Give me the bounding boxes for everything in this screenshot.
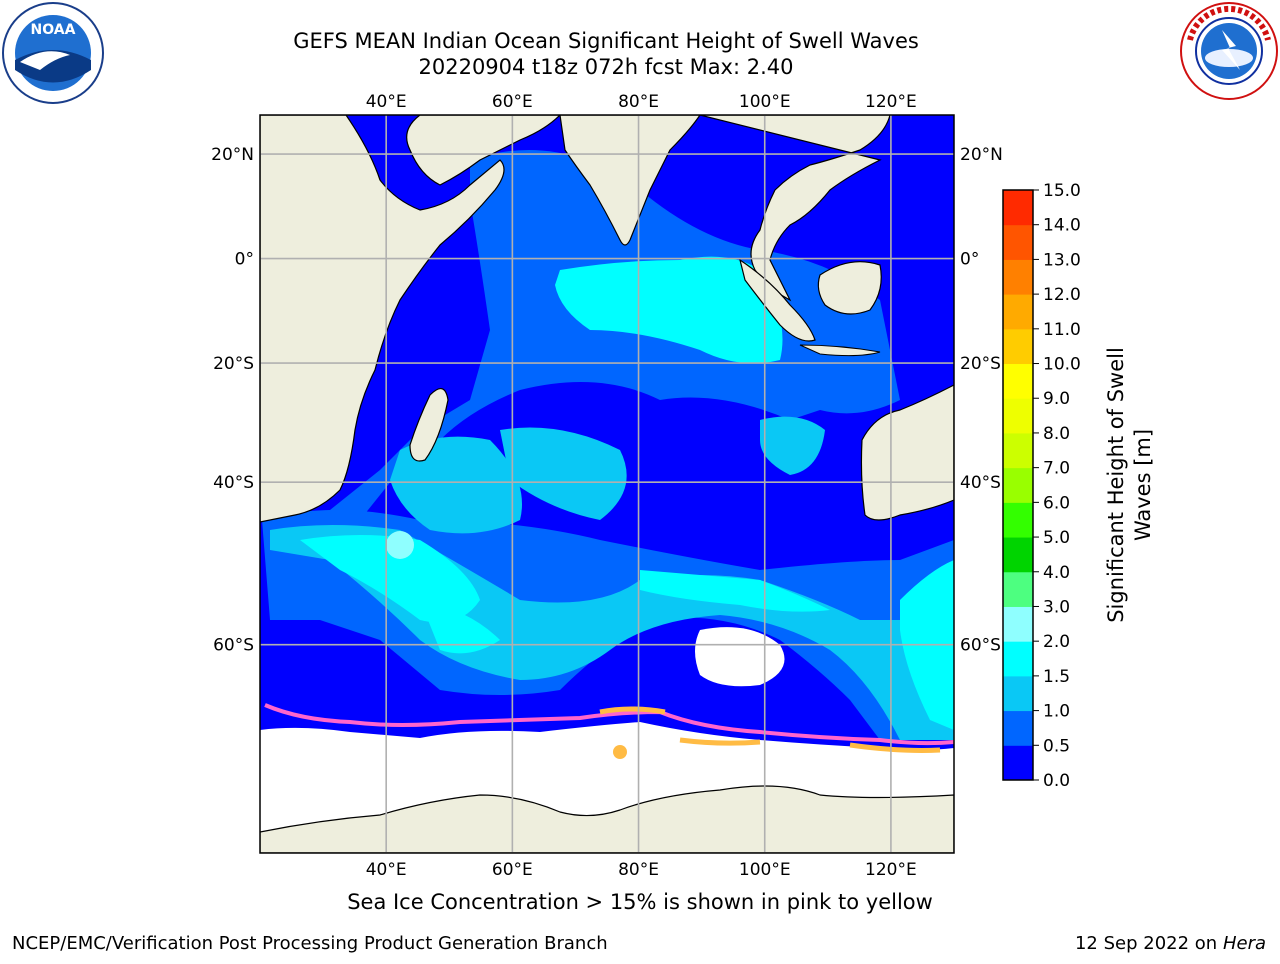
ice-patch-south: [695, 627, 785, 687]
lon-label-bottom: 40°E: [366, 860, 407, 880]
lat-label-right: 60°S: [960, 636, 1001, 656]
colorbar-tick-label: 0.0: [1043, 771, 1070, 791]
colorbar-swatch: [1003, 745, 1033, 781]
colorbar-label-line1: Significant Height of Swell: [1104, 347, 1128, 623]
colorbar-tick-label: 1.0: [1043, 702, 1070, 722]
colorbar-tick-label: 15.0: [1043, 181, 1081, 201]
colorbar-tick-label: 10.0: [1043, 355, 1081, 375]
colorbar-swatch: [1003, 606, 1033, 642]
colorbar-swatch: [1003, 190, 1033, 226]
sea-ice-patch: [613, 745, 627, 759]
lon-label-top: 80°E: [618, 92, 659, 112]
swell-contour-1.0-central: [500, 427, 627, 520]
colorbar-swatch: [1003, 675, 1033, 712]
footer-credit: NCEP/EMC/Verification Post Processing Pr…: [12, 933, 608, 954]
colorbar-frame: [1002, 189, 1034, 781]
colorbar-tick-label: 7.0: [1043, 459, 1070, 479]
colorbar-swatch: [1003, 432, 1033, 469]
lat-label-right: 20°N: [960, 145, 1003, 165]
colorbar-tick-label: 0.5: [1043, 736, 1070, 756]
land-sumatra: [739, 258, 816, 342]
lat-label-left: 20°N: [211, 145, 254, 165]
colorbar-tick-label: 8.0: [1043, 424, 1070, 444]
footer-host: Hera: [1222, 933, 1266, 954]
swell-contour-0.5: [262, 150, 900, 560]
lat-label-left: 40°S: [213, 473, 254, 493]
colorbar-tick-label: 11.0: [1043, 320, 1081, 340]
swell-contour-1.5-sw: [300, 535, 480, 623]
colorbar-tick-label: 2.0: [1043, 632, 1070, 652]
nws-logo: [1180, 2, 1278, 100]
colorbar-tick-label: 3.0: [1043, 597, 1070, 617]
colorbar: 0.0 0.5 1.0 1.5 2.0 3.0 4.0 5.0 6.0 7.0 8.0 9.0 10.0…: [1002, 181, 1081, 791]
lon-label-bottom: 100°E: [739, 860, 791, 880]
land-southeast-asia: [699, 115, 891, 302]
colorbar-swatch: [1003, 537, 1033, 573]
sea-ice-edge: [264, 703, 954, 746]
colorbar-swatch: [1003, 571, 1033, 607]
lat-label-left: 20°S: [213, 354, 254, 374]
colorbar-swatch: [1003, 641, 1033, 677]
lat-label-right: 40°S: [960, 473, 1001, 493]
colorbar-swatch: [1003, 398, 1033, 434]
colorbar-swatch: [1003, 259, 1033, 295]
footer-date: 12 Sep 2022 on Hera: [1075, 933, 1266, 954]
land-africa: [260, 115, 505, 523]
lat-label-right: 20°S: [960, 354, 1001, 374]
map-field: [260, 115, 954, 853]
land-arabia: [406, 115, 561, 186]
lon-label-top: 100°E: [739, 92, 791, 112]
land-java: [799, 344, 881, 357]
colorbar-label-line2: Waves [m]: [1131, 429, 1155, 541]
swell-contour-1.0-east: [760, 416, 825, 475]
lat-label-right: 0°: [960, 250, 979, 270]
land-madagascar: [409, 388, 449, 462]
colorbar-tick-label: 14.0: [1043, 216, 1081, 236]
swell-contour-1.5-east: [640, 570, 830, 612]
footer-date-text: 12 Sep 2022 on: [1074, 933, 1218, 954]
sea-ice-edge-yellow: [599, 706, 941, 753]
colorbar-swatch: [1003, 224, 1033, 260]
swell-contour-1.5-mid: [420, 600, 500, 654]
latitude-labels: 20°N 20°N 0° 0° 20°S 20°S 40°S 40°S 60°S 60°S: [211, 145, 1003, 656]
colorbar-tick-label: 1.5: [1043, 667, 1070, 687]
colorbar-swatch: [1003, 328, 1033, 365]
colorbar-swatch: [1003, 710, 1033, 746]
lon-label-bottom: 60°E: [492, 860, 533, 880]
land-borneo: [817, 261, 882, 315]
map-title: GEFS MEAN Indian Ocean Significant Heigh…: [293, 29, 919, 53]
noaa-logo: NOAA: [2, 2, 104, 104]
colorbar-tick-label: 6.0: [1043, 493, 1070, 513]
colorbar-tick-label: 9.0: [1043, 389, 1070, 409]
land-india: [559, 115, 701, 246]
map-gridlines: [260, 115, 954, 853]
map-subtitle: 20220904 t18z 072h fcst Max: 2.40: [418, 55, 794, 79]
land-antarctica: [260, 785, 954, 853]
sea-ice-caption: Sea Ice Concentration > 15% is shown in …: [347, 890, 933, 914]
swell-max-area: [386, 531, 414, 559]
colorbar-tick-label: 13.0: [1043, 250, 1081, 270]
colorbar-tick-label: 5.0: [1043, 528, 1070, 548]
swell-contour-1.5-north: [555, 256, 783, 364]
colorbar-swatch: [1003, 363, 1033, 399]
lat-label-left: 0°: [235, 250, 254, 270]
colorbar-swatch: [1003, 294, 1033, 330]
colorbar-tick-label: 4.0: [1043, 563, 1070, 583]
lon-label-top: 40°E: [366, 92, 407, 112]
lon-label-top: 60°E: [492, 92, 533, 112]
longitude-labels: 40°E 40°E 60°E 60°E 80°E 80°E 100°E 100°E 120°E 1…: [366, 92, 917, 880]
noaa-logo-text: NOAA: [31, 22, 76, 38]
colorbar-swatch: [1003, 467, 1033, 503]
lon-label-bottom: 80°E: [618, 860, 659, 880]
lon-label-bottom: 120°E: [865, 860, 917, 880]
map-frame: [259, 114, 955, 854]
colorbar-swatch: [1003, 502, 1033, 538]
colorbar-tick-label: 12.0: [1043, 285, 1081, 305]
lat-label-left: 60°S: [213, 636, 254, 656]
lon-label-top: 120°E: [865, 92, 917, 112]
